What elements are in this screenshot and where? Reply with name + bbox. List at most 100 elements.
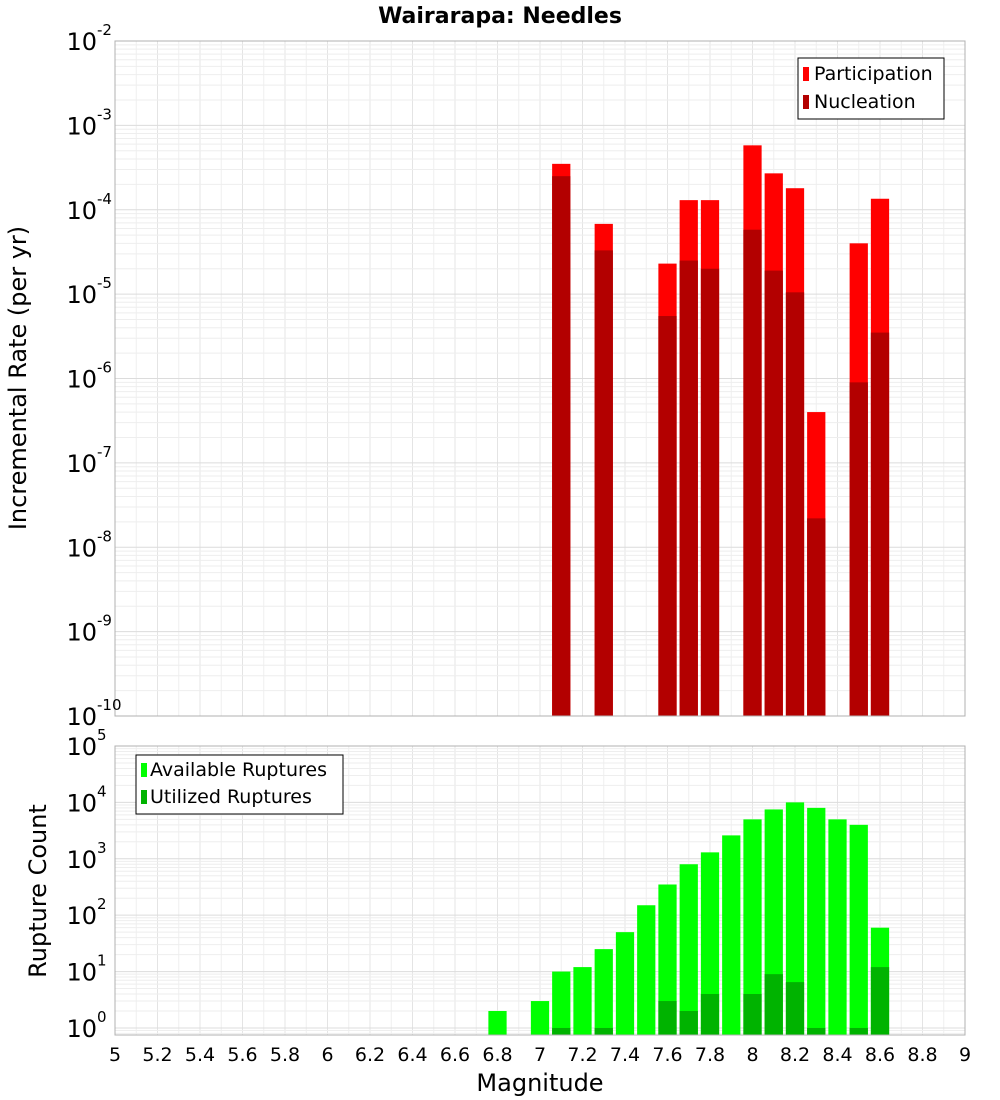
bottom-legend: Available Ruptures Utilized Ruptures — [135, 754, 344, 815]
y-tick-exponent: 4 — [97, 782, 107, 800]
bottom-bars — [488, 802, 890, 1035]
y-tick-label: 10 — [66, 619, 97, 647]
y-tick-exponent: 0 — [97, 1008, 107, 1026]
bar-available-ruptures — [530, 1001, 550, 1035]
top-y-axis-label: Incremental Rate (per yr) — [4, 226, 32, 530]
bar-overlay-nucleation — [807, 518, 826, 716]
bar-available-ruptures — [849, 824, 868, 1035]
x-tick-label: 8.2 — [780, 1044, 810, 1066]
bar-available-ruptures — [700, 852, 720, 1035]
top-gridlines — [114, 40, 966, 717]
legend-swatch — [803, 95, 809, 109]
y-tick-exponent: -8 — [97, 527, 112, 545]
bar-overlay-nucleation — [785, 292, 805, 716]
x-tick-label: 6.8 — [482, 1044, 512, 1066]
y-tick-label: 10 — [66, 534, 97, 562]
y-tick-label: 10 — [66, 450, 97, 478]
legend-swatch — [803, 67, 809, 81]
bar-overlay-nucleation — [658, 316, 677, 716]
top-plot-frame — [114, 40, 966, 717]
y-tick-label: 10 — [66, 733, 97, 761]
y-tick-exponent: 2 — [97, 895, 107, 913]
y-tick-exponent: -9 — [97, 612, 112, 630]
x-tick-label: 6 — [321, 1044, 333, 1066]
bar-overlay-utilized-ruptures — [764, 974, 783, 1035]
bar-overlay-nucleation — [594, 250, 613, 717]
bar-overlay-utilized-ruptures — [785, 982, 805, 1035]
x-tick-label: 5.8 — [270, 1044, 300, 1066]
y-tick-label: 10 — [66, 789, 97, 817]
bar-overlay-nucleation — [552, 176, 571, 716]
bar-overlay-utilized-ruptures — [658, 1001, 677, 1035]
bar-available-ruptures — [679, 864, 698, 1035]
x-tick-label: 8.4 — [822, 1044, 852, 1066]
x-tick-label: 6.4 — [397, 1044, 427, 1066]
x-tick-label: 5.6 — [227, 1044, 257, 1066]
legend-box — [797, 57, 945, 120]
y-tick-exponent: 5 — [97, 726, 107, 744]
x-axis-label: Magnitude — [476, 1069, 603, 1097]
bar-overlay-utilized-ruptures — [743, 994, 762, 1035]
bottom-plot-frame — [114, 745, 966, 1036]
x-tick-label: 5.4 — [185, 1044, 215, 1066]
x-tick-label: 7.4 — [610, 1044, 640, 1066]
bar-available-ruptures — [615, 932, 635, 1035]
bar-overlay-utilized-ruptures — [552, 1027, 571, 1035]
bar-overlay-nucleation — [700, 268, 720, 716]
legend-label: Available Ruptures — [150, 759, 327, 781]
x-tick-label: 9 — [959, 1044, 971, 1066]
y-tick-label: 10 — [66, 959, 97, 987]
legend-label: Participation — [814, 63, 933, 85]
y-tick-label: 10 — [66, 846, 97, 874]
x-tick-label: 7.8 — [695, 1044, 725, 1066]
bar-overlay-nucleation — [679, 260, 698, 716]
y-tick-label: 10 — [66, 28, 97, 56]
x-ticks: 5 5.2 5.4 5.6 5.8 6 6.2 6.4 6.6 6.8 7 7.2 7.4 7.6 7.8 8… — [109, 1044, 971, 1066]
y-tick-label: 10 — [66, 197, 97, 225]
y-tick-exponent: -6 — [97, 359, 112, 377]
bar-overlay-nucleation — [849, 382, 868, 716]
y-tick-label: 10 — [66, 703, 97, 731]
x-tick-label: 8.6 — [865, 1044, 895, 1066]
y-tick-label: 10 — [66, 281, 97, 309]
chart-title: Wairarapa: Needles — [378, 4, 622, 29]
legend-swatch — [141, 763, 147, 777]
x-tick-label: 5 — [109, 1044, 121, 1066]
y-tick-exponent: -7 — [97, 443, 112, 461]
bar-overlay-nucleation — [870, 332, 890, 716]
y-tick-label: 10 — [66, 366, 97, 394]
y-tick-exponent: -4 — [97, 190, 112, 208]
bar-available-ruptures — [807, 807, 826, 1035]
bar-available-ruptures — [594, 949, 613, 1035]
x-tick-label: 7.2 — [567, 1044, 597, 1066]
y-tick-exponent: 1 — [97, 952, 107, 970]
x-tick-label: 6.6 — [440, 1044, 470, 1066]
top-legend: Participation Nucleation — [797, 57, 945, 120]
bar-overlay-utilized-ruptures — [700, 994, 720, 1035]
legend-label: Utilized Ruptures — [150, 786, 312, 808]
legend-swatch — [141, 790, 147, 804]
bar-available-ruptures — [743, 819, 762, 1035]
top-bars — [552, 145, 890, 717]
bar-available-ruptures — [658, 884, 677, 1035]
bar-overlay-utilized-ruptures — [849, 1027, 868, 1035]
x-tick-label: 8 — [746, 1044, 758, 1066]
bar-overlay-nucleation — [743, 229, 762, 717]
x-tick-label: 7 — [534, 1044, 546, 1066]
bar-overlay-nucleation — [764, 270, 783, 716]
legend-label: Nucleation — [814, 91, 916, 113]
y-tick-label: 10 — [66, 1015, 97, 1043]
y-tick-exponent: -5 — [97, 274, 112, 292]
x-tick-label: 8.8 — [907, 1044, 937, 1066]
legend-box — [135, 754, 344, 815]
y-tick-exponent: -3 — [97, 105, 112, 123]
bar-available-ruptures — [722, 835, 741, 1035]
bottom-y-axis-label: Rupture Count — [24, 804, 52, 978]
y-tick-label: 10 — [66, 112, 97, 140]
y-tick-label: 10 — [66, 902, 97, 930]
bar-available-ruptures — [552, 971, 571, 1035]
y-tick-exponent: 3 — [97, 839, 107, 857]
bar-available-ruptures — [573, 967, 592, 1035]
